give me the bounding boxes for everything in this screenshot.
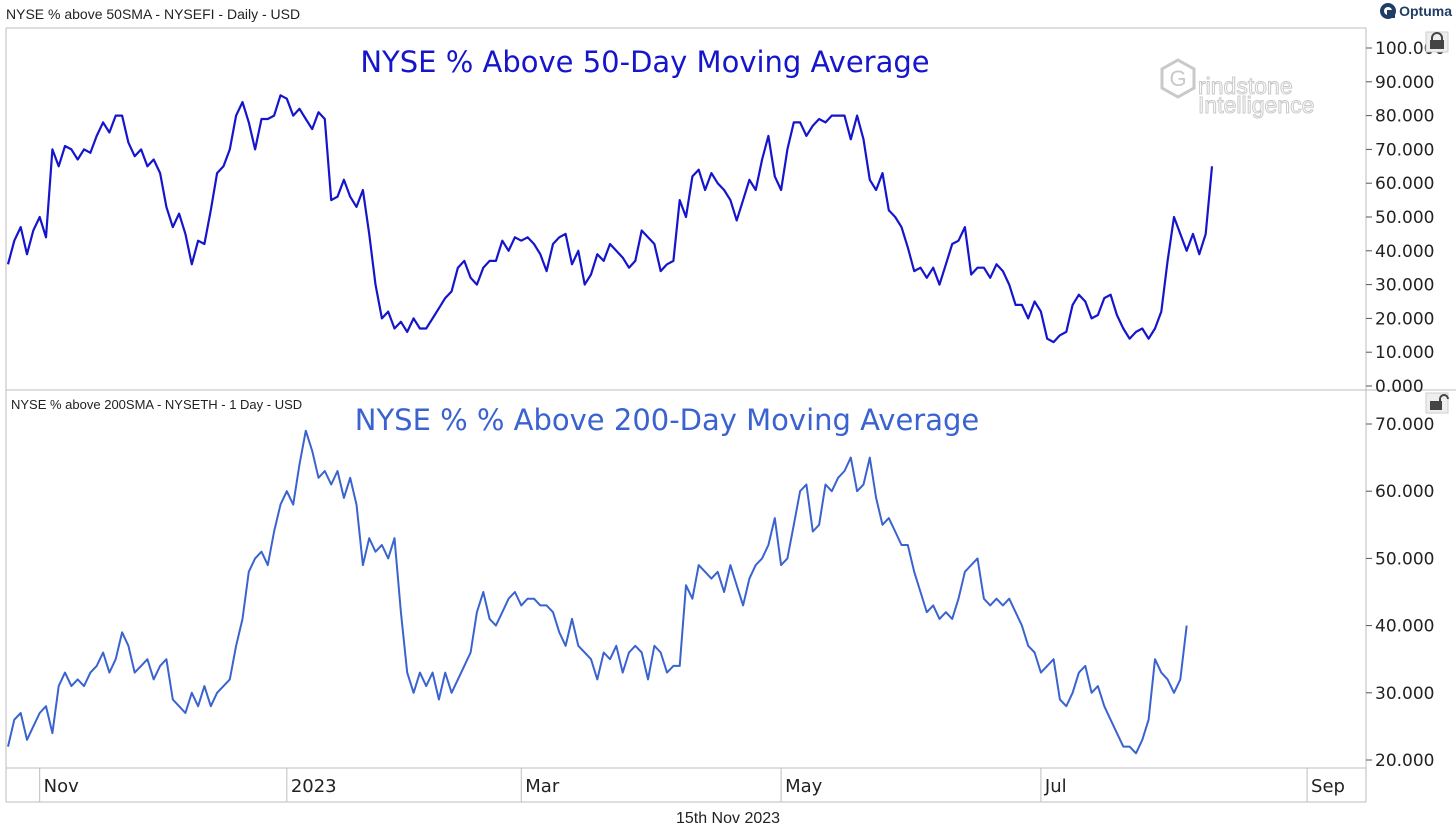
watermark-hexagon-icon <box>1160 58 1196 99</box>
bottom-chart-title: NYSE % % Above 200-Day Moving Average <box>355 403 980 437</box>
watermark-line1: rindstone <box>1198 73 1293 99</box>
panel-frames <box>5 27 1456 803</box>
brand-name: Optuma <box>1399 3 1452 19</box>
top-series-line <box>6 94 1214 344</box>
bottom-y-tick-label: 20.000 <box>1375 751 1434 771</box>
top-y-tick-label: 80.000 <box>1375 107 1434 127</box>
top-y-tick-label: 60.000 <box>1375 174 1434 194</box>
top-y-tick-label: 0.000 <box>1375 377 1424 397</box>
bottom-y-tick-label: 50.000 <box>1375 549 1434 569</box>
bottom-y-tick-label: 40.000 <box>1375 617 1434 637</box>
top-lock-icon[interactable] <box>1425 31 1449 53</box>
bottom-y-tick-label: 60.000 <box>1375 482 1434 502</box>
brand-logo: Optuma <box>1380 3 1452 19</box>
x-tick-label: May <box>785 776 823 797</box>
x-tick-label: Sep <box>1311 776 1345 797</box>
x-tick-label: Nov <box>44 776 79 797</box>
top-panel-header: NYSE % above 50SMA - NYSEFI - Daily - US… <box>6 6 301 22</box>
top-y-tick-label: 70.000 <box>1375 140 1434 160</box>
x-axis: Nov2023MarMayJulSepNov <box>39 768 1345 802</box>
x-tick-label: Mar <box>525 776 560 797</box>
x-tick-label: Jul <box>1044 776 1067 797</box>
bottom-y-tick-label: 70.000 <box>1375 415 1434 435</box>
top-y-tick-label: 40.000 <box>1375 242 1434 262</box>
bottom-unlock-icon[interactable] <box>1425 392 1449 414</box>
top-chart-title: NYSE % Above 50-Day Moving Average <box>360 45 929 79</box>
bottom-y-axis: 20.000 30.000 40.000 50.000 60.000 70.000 <box>1366 415 1434 771</box>
top-y-tick-label: 20.000 <box>1375 309 1434 329</box>
top-y-tick-label: 90.000 <box>1375 73 1434 93</box>
top-y-tick-label: 30.000 <box>1375 276 1434 296</box>
watermark-line2: Intelligence <box>1198 92 1314 118</box>
watermark: G rindstone Intelligence <box>1160 58 1315 119</box>
top-y-tick-label: 10.000 <box>1375 343 1434 363</box>
bottom-panel-header: NYSE % above 200SMA - NYSETH - 1 Day - U… <box>11 397 303 412</box>
footer-date: 15th Nov 2023 <box>675 810 781 827</box>
top-y-axis: 0.000 10.000 20.000 30.000 40.000 50.000 60.00… <box>1366 39 1445 397</box>
top-y-tick-label: 50.000 <box>1375 208 1434 228</box>
optuma-logo-icon <box>1380 3 1397 19</box>
x-tick-label: 2023 <box>291 776 337 797</box>
bottom-y-tick-label: 30.000 <box>1375 684 1434 704</box>
watermark-g-letter: G <box>1169 66 1186 91</box>
bottom-series-line <box>7 429 1188 755</box>
